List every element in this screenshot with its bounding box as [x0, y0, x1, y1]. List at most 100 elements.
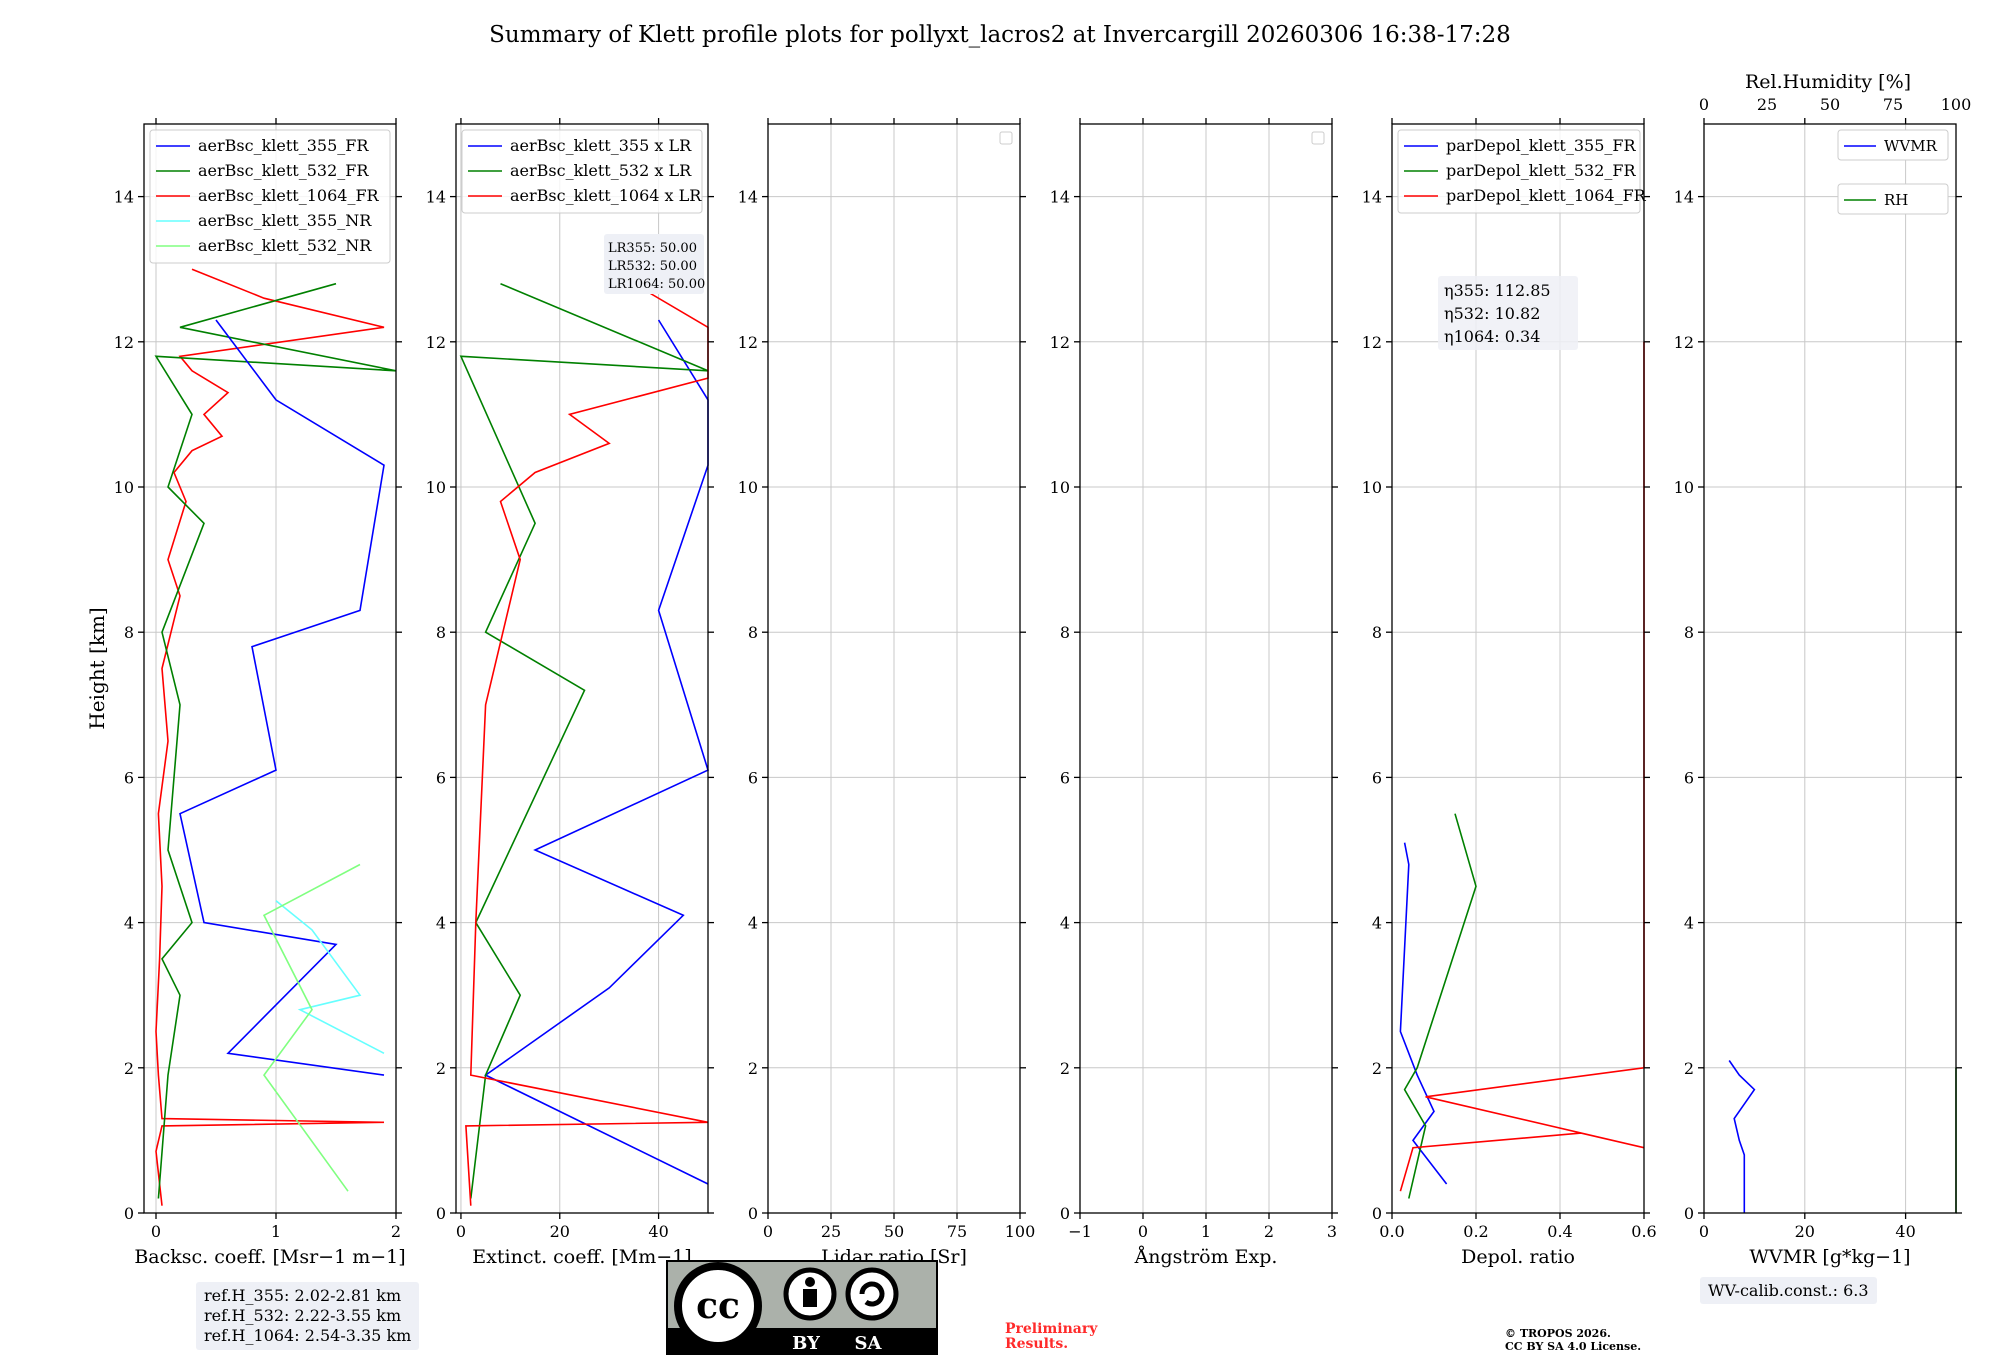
series-line-aerBsc_klett_532 x LR: [459, 282, 709, 1199]
y-tick-label: 0: [1372, 1204, 1382, 1223]
x-tick-label: −1: [1068, 1222, 1092, 1241]
x-axis-label-backscatter: Backsc. coeff. [Msr−1 m−1]: [134, 1246, 405, 1268]
y-tick-label: 0: [1060, 1204, 1070, 1223]
legend-label: aerBsc_klett_355_NR: [198, 211, 372, 230]
empty-legend: [999, 131, 1013, 145]
y-tick-label: 12: [738, 333, 758, 352]
rh-tick-label: 0: [1699, 95, 1709, 114]
y-tick-label: 8: [124, 623, 134, 642]
y-tick-label: 12: [1674, 333, 1694, 352]
legend-label: aerBsc_klett_355 x LR: [510, 136, 692, 155]
y-tick-label: 8: [1684, 623, 1694, 642]
x-tick-label: 50: [884, 1222, 904, 1241]
figure-title: Summary of Klett profile plots for polly…: [489, 22, 1511, 48]
rh-axis-label: Rel.Humidity [%]: [1745, 71, 1911, 93]
series-line-aerBsc_klett_1064 x LR: [465, 268, 709, 1206]
legend-box: [149, 129, 391, 264]
legend-box: [1837, 183, 1949, 215]
legend-label: aerBsc_klett_355_FR: [198, 136, 369, 155]
x-tick-label: 25: [821, 1222, 841, 1241]
y-tick-label: 0: [748, 1204, 758, 1223]
y-tick-label: 14: [1050, 188, 1070, 207]
legend-label: aerBsc_klett_1064 x LR: [510, 186, 702, 205]
x-tick-label: 20: [550, 1222, 570, 1241]
legend-box: [1397, 129, 1641, 214]
wv-calib-box: WV-calib.const.: 6.3: [1700, 1277, 1877, 1304]
lr-value: LR355: 50.00: [608, 241, 697, 256]
rh-tick-label: 50: [1820, 95, 1840, 114]
x-tick-label: 0: [151, 1222, 161, 1241]
legend-box: [461, 129, 703, 214]
series-line-aerBsc_klett_532_FR: [154, 282, 397, 1199]
x-axis-label-angstrom: Ångström Exp.: [1134, 1246, 1278, 1268]
y-tick-label: 4: [748, 914, 758, 933]
series-line-aerBsc_klett_355_NR: [275, 900, 385, 1055]
y-tick-label: 0: [124, 1204, 134, 1223]
series-line-WVMR: [1728, 1060, 1756, 1213]
preliminary-note: Preliminary Results.: [1005, 1321, 1098, 1352]
y-tick-label: 2: [748, 1059, 758, 1078]
x-tick-label: 0: [1699, 1222, 1709, 1241]
axes-frame: [143, 123, 397, 1214]
y-tick-label: 10: [114, 478, 134, 497]
x-tick-label: 3: [1327, 1222, 1337, 1241]
ref-height-532: ref.H_532: 2.22-3.55 km: [204, 1306, 402, 1325]
y-tick-label: 14: [1362, 188, 1382, 207]
x-tick-label: 0.0: [1379, 1222, 1404, 1241]
ref-height-355: ref.H_355: 2.02-2.81 km: [204, 1286, 402, 1305]
x-axis-label-depol: Depol. ratio: [1461, 1246, 1575, 1268]
axes-frame: [1703, 123, 1957, 1214]
legend-box: [1837, 129, 1949, 161]
x-tick-label: 0.6: [1631, 1222, 1656, 1241]
y-tick-label: 12: [1362, 333, 1382, 352]
x-tick-label: 40: [648, 1222, 668, 1241]
ref-height-1064: ref.H_1064: 2.54-3.35 km: [204, 1326, 412, 1345]
rh-tick-label: 75: [1883, 95, 1903, 114]
legend-label: aerBsc_klett_532 x LR: [510, 161, 692, 180]
y-tick-label: 14: [1674, 188, 1694, 207]
sa-label: SA: [855, 1333, 883, 1354]
y-tick-label: 10: [1674, 478, 1694, 497]
y-tick-label: 2: [1060, 1059, 1070, 1078]
copyright-line-2: CC BY SA 4.0 License.: [1505, 1340, 1642, 1353]
x-tick-label: 40: [1895, 1222, 1915, 1241]
y-tick-label: 4: [436, 914, 446, 933]
series-line-aerBsc_klett_355 x LR: [484, 319, 709, 1185]
series-line-parDepol_klett_532_FR: [1403, 813, 1477, 1199]
y-tick-label: 8: [1060, 623, 1070, 642]
y-tick-label: 4: [1060, 914, 1070, 933]
x-tick-label: 0: [456, 1222, 466, 1241]
y-axis-label: Height [km]: [85, 607, 109, 729]
y-tick-label: 8: [436, 623, 446, 642]
sa-icon: [845, 1267, 899, 1321]
series-line-aerBsc_klett_355_FR: [179, 319, 385, 1076]
y-tick-label: 10: [1362, 478, 1382, 497]
y-tick-label: 6: [1060, 768, 1070, 787]
axes-frame: [1391, 123, 1645, 1214]
legend-label: aerBsc_klett_532_NR: [198, 236, 372, 255]
legend-label: aerBsc_klett_1064_FR: [198, 186, 380, 205]
x-tick-label: 0: [763, 1222, 773, 1241]
y-tick-label: 2: [1372, 1059, 1382, 1078]
y-tick-label: 4: [1372, 914, 1382, 933]
series-line-parDepol_klett_1064_FR: [1399, 341, 1645, 1192]
eta-value: η355: 112.85: [1444, 281, 1551, 300]
series-line-aerBsc_klett_532_NR: [262, 863, 361, 1192]
legend-label: parDepol_klett_355_FR: [1446, 136, 1637, 155]
y-tick-label: 6: [1372, 768, 1382, 787]
lr-value: LR532: 50.00: [608, 259, 697, 274]
y-tick-label: 10: [426, 478, 446, 497]
x-tick-label: 0.4: [1547, 1222, 1572, 1241]
cc-text: cc: [696, 1285, 740, 1327]
x-tick-label: 75: [947, 1222, 967, 1241]
x-axis-label-wvmr: WVMR [g*kg−1]: [1749, 1246, 1910, 1268]
eta-value: η1064: 0.34: [1444, 327, 1540, 346]
legend-label: parDepol_klett_1064_FR: [1446, 186, 1647, 205]
y-tick-label: 2: [436, 1059, 446, 1078]
x-tick-label: 2: [391, 1222, 401, 1241]
x-tick-label: 100: [1005, 1222, 1036, 1241]
y-tick-label: 8: [1372, 623, 1382, 642]
y-tick-label: 10: [738, 478, 758, 497]
y-tick-label: 6: [748, 768, 758, 787]
